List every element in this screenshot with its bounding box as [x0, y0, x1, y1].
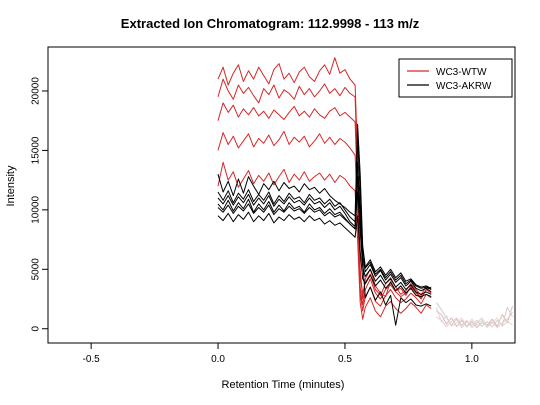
series-line-3 [217, 102, 432, 306]
x-tick-label-4: 1.0 [465, 354, 479, 365]
y-tick-label-2: 5000 [31, 258, 42, 281]
y-tick-label-3: 10000 [31, 196, 42, 224]
series-line-5 [217, 161, 432, 320]
x-axis-label: Retention Time (minutes) [222, 379, 345, 391]
y-tick-label-4: 15000 [31, 136, 42, 164]
series-line-4 [217, 130, 432, 312]
x-tick-label-2: 0.0 [211, 354, 225, 365]
series-line-2 [217, 78, 432, 296]
series-line-7 [217, 161, 432, 293]
y-axis-label: Intensity [5, 165, 17, 206]
plot-area [217, 57, 513, 328]
series-line-10 [217, 176, 432, 326]
plot-frame [47, 46, 516, 344]
legend: WC3-WTW WC3-AKRW [398, 58, 513, 98]
series-line-15 [435, 307, 513, 328]
series-line-8 [217, 191, 432, 295]
x-tick-label-1: -0.5 [83, 354, 101, 365]
y-tick-label-1: 0 [31, 326, 42, 332]
x-tick-label-3: 0.5 [338, 354, 352, 365]
legend-box [398, 58, 513, 98]
axes: -0.5 0.0 0.5 1.0 0 5000 10000 15000 20000 [31, 46, 516, 365]
legend-label-1: WC3-WTW [436, 67, 487, 78]
chart-title: Extracted Ion Chromatogram: 112.9998 - 1… [121, 16, 420, 31]
series-line-9 [217, 211, 432, 298]
series-line-6 [217, 123, 432, 289]
series-line-11 [217, 138, 432, 290]
y-tick-label-5: 20000 [31, 77, 42, 105]
legend-label-2: WC3-AKRW [436, 81, 492, 92]
series-line-14 [436, 311, 513, 328]
